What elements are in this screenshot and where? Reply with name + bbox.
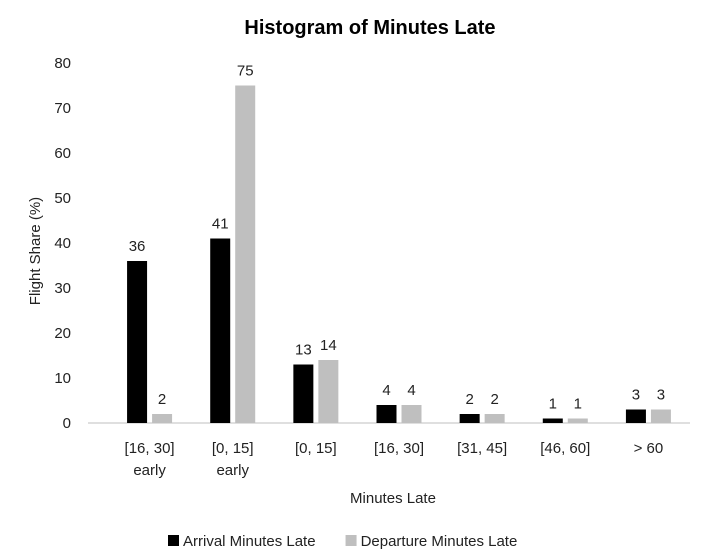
bar-arrival: [625, 409, 646, 423]
legend-label: Arrival Minutes Late: [183, 533, 316, 550]
y-tick-label: 50: [54, 190, 71, 207]
x-tick-label: early: [216, 462, 249, 479]
y-tick-label: 70: [54, 100, 71, 117]
y-tick-label: 10: [54, 370, 71, 387]
y-tick-label: 20: [54, 325, 71, 342]
y-axis: 0 10 20 30 40 50 60 70 80: [54, 55, 71, 432]
x-tick-label: > 60: [634, 440, 664, 457]
legend-item-arrival: Arrival Minutes Late: [168, 533, 316, 550]
x-tick-label: [16, 30]: [374, 440, 424, 457]
bar-arrival: [210, 238, 231, 423]
legend-label: Departure Minutes Late: [361, 533, 518, 550]
x-tick-label: [16, 30]: [125, 440, 175, 457]
y-tick-label: 40: [54, 235, 71, 252]
bars-group: [127, 85, 671, 423]
bar-arrival: [376, 405, 397, 423]
legend: Arrival Minutes Late Departure Minutes La…: [168, 533, 517, 550]
bar-value-label: 4: [407, 382, 415, 399]
bar-value-label: 2: [158, 391, 166, 408]
y-tick-label: 60: [54, 145, 71, 162]
bar-value-label: 13: [295, 342, 312, 359]
bar-value-label: 1: [574, 396, 582, 413]
bar-departure: [235, 85, 256, 423]
bar-value-label: 2: [490, 391, 498, 408]
bar-departure: [401, 405, 422, 423]
bar-departure: [484, 414, 505, 423]
bar-value-label: 1: [549, 396, 557, 413]
x-axis: [16, 30] early [0, 15] early [0, 15] [16, 30]…: [88, 422, 690, 479]
bar-value-label: 75: [237, 63, 254, 80]
x-tick-label: [31, 45]: [457, 440, 507, 457]
bar-departure: [318, 360, 339, 423]
bar-arrival: [293, 364, 314, 423]
x-axis-title: Minutes Late: [350, 490, 436, 507]
y-tick-label: 30: [54, 280, 71, 297]
legend-swatch: [168, 535, 179, 546]
bar-value-label: 3: [632, 387, 640, 404]
y-axis-title: Flight Share (%): [27, 197, 44, 305]
x-tick-label: [0, 15]: [295, 440, 337, 457]
bar-value-label: 14: [320, 337, 337, 354]
legend-item-departure: Departure Minutes Late: [345, 533, 518, 550]
bar-arrival: [127, 261, 148, 423]
bar-arrival: [542, 418, 563, 423]
x-tick-label: [46, 60]: [540, 440, 590, 457]
legend-swatch: [345, 535, 357, 546]
bar-departure: [152, 414, 173, 423]
bar-departure: [567, 418, 588, 423]
chart-title: Histogram of Minutes Late: [244, 17, 495, 39]
bar-value-label: 2: [465, 391, 473, 408]
bar-value-label: 41: [212, 216, 229, 233]
x-tick-label: [0, 15]: [212, 440, 254, 457]
bar-value-label: 3: [657, 387, 665, 404]
x-tick-label: early: [133, 462, 166, 479]
bar-value-label: 36: [129, 238, 146, 255]
bar-departure: [650, 409, 671, 423]
bar-value-label: 4: [382, 382, 390, 399]
y-tick-label: 80: [54, 55, 71, 72]
bar-arrival: [459, 414, 480, 423]
y-tick-label: 0: [63, 415, 71, 432]
